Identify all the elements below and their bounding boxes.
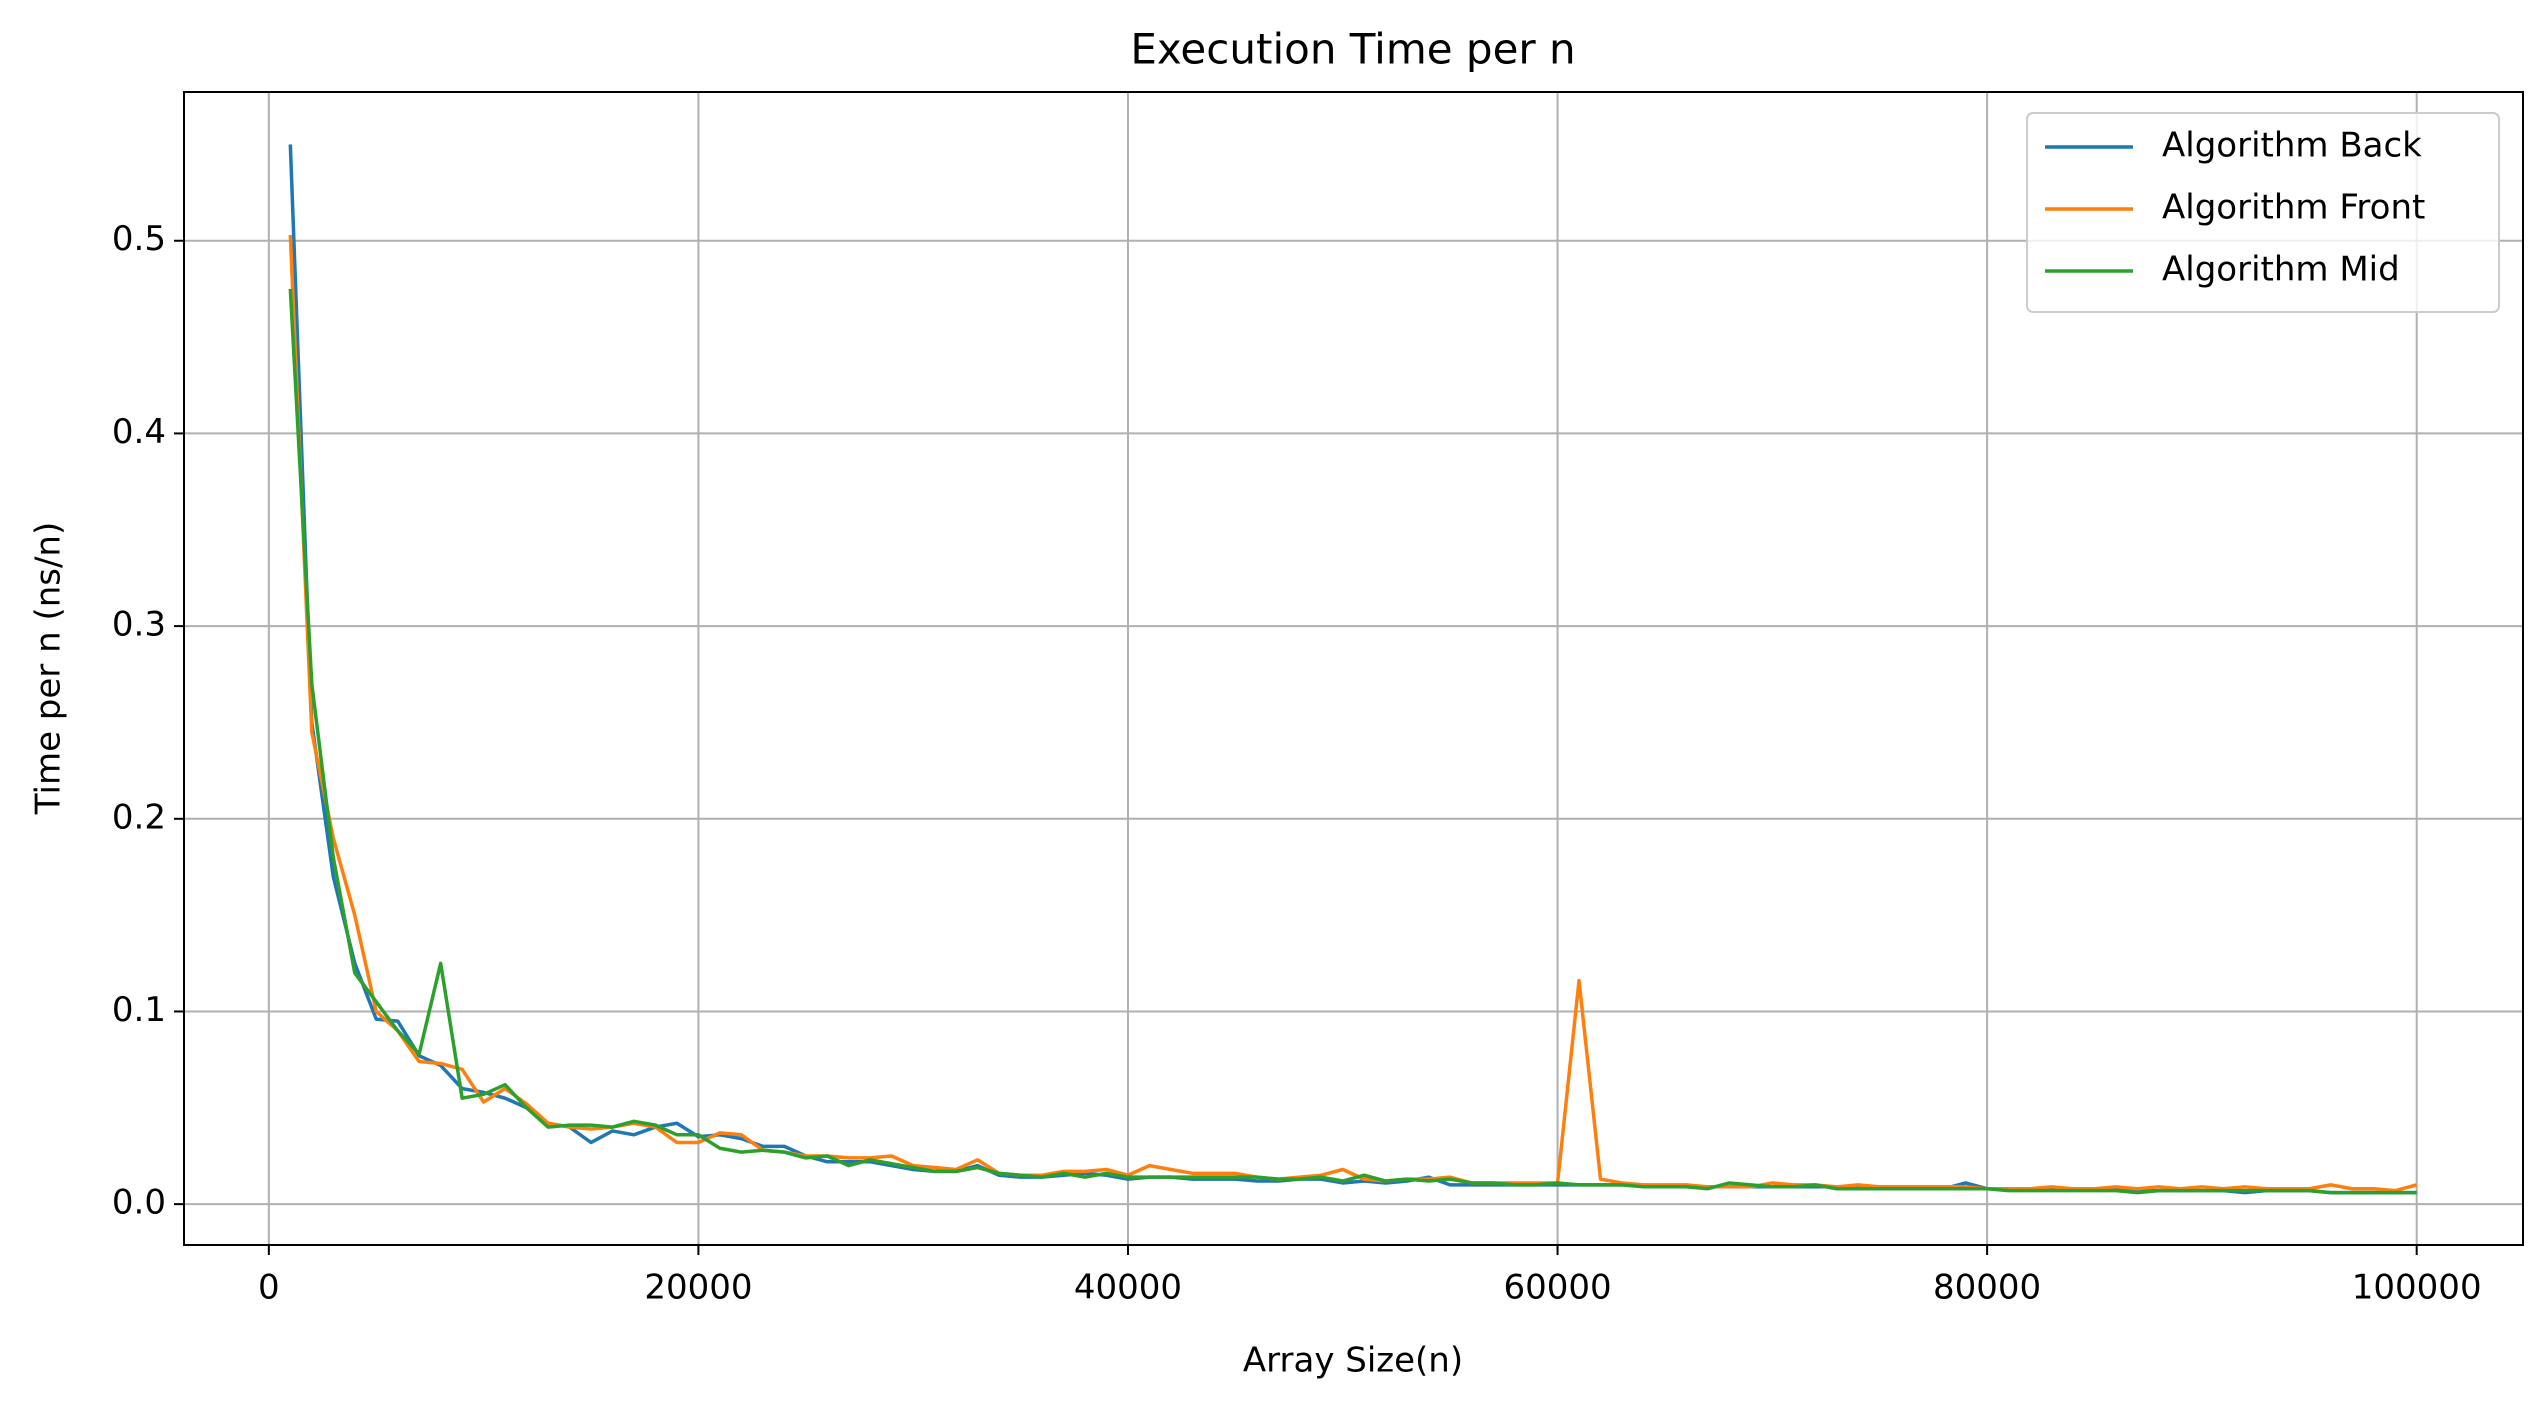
y-tick-label: 0.2: [112, 797, 166, 837]
series-line: [288, 288, 2417, 1195]
y-tick-label: 0.0: [112, 1183, 166, 1223]
x-tick-label: 20000: [644, 1268, 752, 1308]
legend-label: Algorithm Back: [2162, 126, 2422, 166]
legend-box: [2026, 112, 2500, 313]
chart-title: Execution Time per n: [1130, 25, 1575, 74]
y-tick-label: 0.3: [112, 605, 166, 645]
x-tick-label: 80000: [1933, 1268, 2041, 1308]
y-tick-label: 0.4: [112, 412, 166, 452]
x-axis-label: Array Size(n): [1243, 1341, 1463, 1381]
legend-label: Algorithm Front: [2162, 188, 2425, 228]
y-tick-label: 0.5: [112, 219, 166, 259]
x-tick-label: 100000: [2352, 1268, 2482, 1308]
series-line: [288, 234, 2418, 1193]
x-tick-label: 60000: [1503, 1268, 1611, 1308]
x-tick-label: 40000: [1074, 1268, 1182, 1308]
y-axis-label: Time per n (ns/n): [29, 522, 69, 815]
plot-frame: [183, 91, 2524, 1246]
x-tick-label: 0: [258, 1268, 280, 1308]
legend-label: Algorithm Mid: [2162, 250, 2400, 290]
y-tick-label: 0.1: [112, 990, 166, 1030]
